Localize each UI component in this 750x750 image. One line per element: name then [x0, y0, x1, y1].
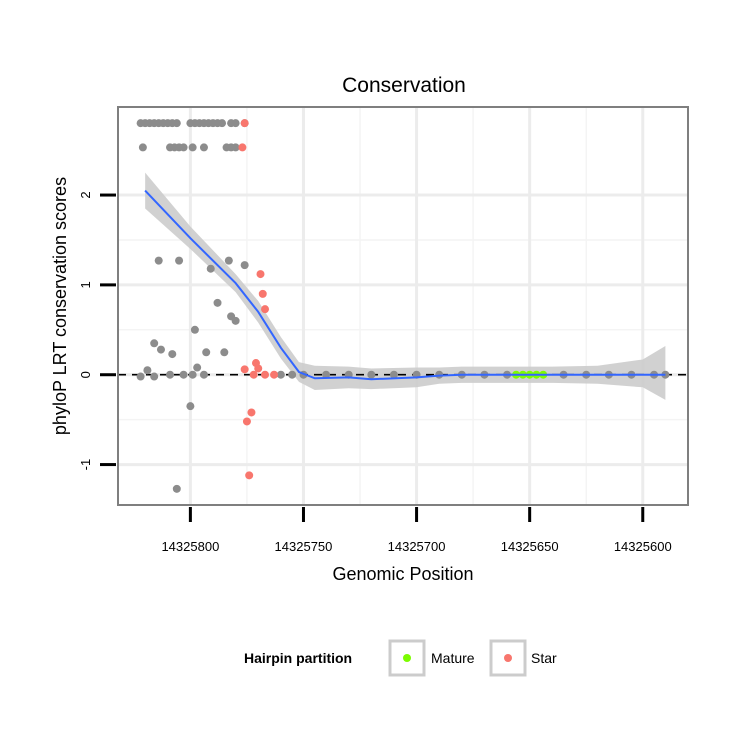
- data-point-other: [190, 325, 199, 334]
- data-point-other: [213, 298, 222, 307]
- data-point-other: [136, 372, 145, 381]
- data-point-star: [238, 143, 247, 152]
- x-axis-label: Genomic Position: [332, 564, 473, 584]
- y-axis-ticks: -1 0 1 2: [78, 191, 116, 470]
- data-point-other: [240, 261, 249, 270]
- data-point-star: [242, 417, 251, 426]
- data-point-other: [218, 119, 227, 128]
- data-point-star: [247, 408, 256, 417]
- x-tick-label: 14325800: [161, 539, 219, 554]
- data-point-other: [231, 119, 240, 128]
- data-point-other: [389, 370, 398, 379]
- grid-minor: [118, 107, 688, 505]
- data-point-other: [220, 348, 229, 357]
- data-point-star: [258, 289, 267, 298]
- data-point-other: [179, 370, 188, 379]
- y-axis-label: phyloP LRT conservation scores: [50, 177, 70, 435]
- data-point-other: [150, 339, 159, 348]
- legend-star-dot: [504, 654, 512, 662]
- data-point-star: [254, 364, 263, 373]
- data-point-other: [202, 348, 211, 357]
- data-point-other: [138, 143, 147, 152]
- data-point-other: [224, 256, 233, 265]
- data-point-other: [172, 484, 181, 493]
- data-point-star: [240, 119, 249, 128]
- panel-border: [117, 106, 689, 506]
- smooth-trend-line: [144, 189, 666, 381]
- y-tick-label: 2: [78, 191, 93, 198]
- data-point-other: [166, 370, 175, 379]
- data-point-other: [322, 370, 331, 379]
- data-point-other: [186, 402, 195, 411]
- legend-mature-dot: [403, 654, 411, 662]
- data-point-other: [154, 256, 163, 265]
- data-point-other: [231, 316, 240, 325]
- data-point-other: [168, 350, 177, 359]
- legend: Hairpin partition Mature Star: [244, 639, 557, 677]
- data-point-star: [261, 305, 270, 314]
- data-point-other: [231, 143, 240, 152]
- data-point-other: [143, 366, 152, 375]
- data-point-other: [179, 143, 188, 152]
- data-point-other: [199, 370, 208, 379]
- x-tick-label: 14325600: [614, 539, 672, 554]
- data-point-other: [288, 370, 297, 379]
- x-axis-ticks: 14325800 14325750 14325700 14325650 14325600: [161, 507, 672, 554]
- legend-label-mature: Mature: [431, 650, 475, 666]
- data-point-other: [156, 345, 165, 354]
- smooth-line-path: [144, 189, 666, 381]
- data-point-other: [199, 143, 208, 152]
- data-point-other: [367, 370, 376, 379]
- x-tick-label: 14325700: [388, 539, 446, 554]
- data-point-other: [188, 143, 197, 152]
- data-point-other: [188, 370, 197, 379]
- panel-background: [118, 107, 688, 505]
- data-point-star: [240, 365, 249, 374]
- x-tick-label: 14325650: [501, 539, 559, 554]
- legend-title: Hairpin partition: [244, 650, 352, 666]
- legend-key-mature: [388, 639, 426, 677]
- data-point-other: [276, 370, 285, 379]
- legend-label-star: Star: [531, 650, 557, 666]
- data-point-star: [249, 370, 258, 379]
- y-tick-label: 0: [78, 371, 93, 378]
- y-tick-label: -1: [78, 459, 93, 471]
- data-point-other: [206, 264, 215, 273]
- data-point-star: [270, 370, 279, 379]
- data-point-other: [172, 119, 181, 128]
- data-point-other: [175, 256, 184, 265]
- data-point-star: [261, 370, 270, 379]
- x-tick-label: 14325750: [275, 539, 333, 554]
- data-point-star: [256, 270, 265, 279]
- confidence-band-area: [145, 172, 666, 400]
- data-point-other: [150, 372, 159, 381]
- data-point-star: [245, 471, 254, 480]
- confidence-band: [145, 172, 666, 400]
- data-point-other: [193, 363, 202, 372]
- plot-panel: [117, 106, 689, 506]
- y-tick-label: 1: [78, 281, 93, 288]
- chart-title: Conservation: [342, 74, 466, 97]
